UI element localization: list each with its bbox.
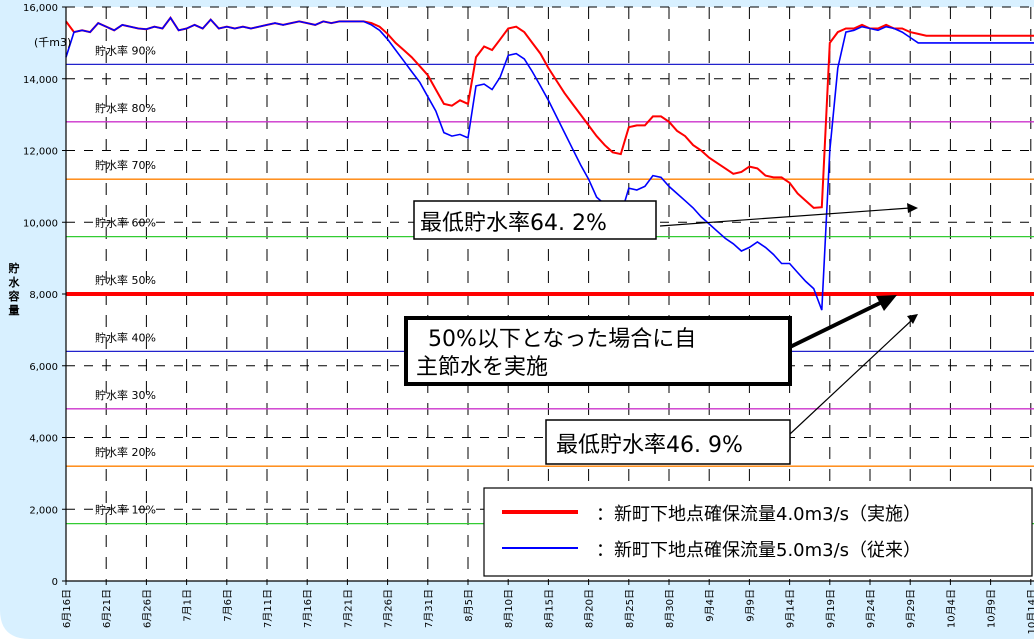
x-tick-label: 9月24日 bbox=[865, 589, 877, 628]
y-axis-label-char: 量 bbox=[9, 304, 20, 317]
x-tick-label: 9月19日 bbox=[825, 589, 837, 628]
x-tick-label: 8月15日 bbox=[543, 589, 555, 628]
y-tick-label: 0 bbox=[52, 577, 58, 588]
y-axis-label-char: 貯 bbox=[9, 261, 20, 275]
y-tick-label: 8,000 bbox=[29, 290, 58, 301]
reference-line-label: 貯水率 90% bbox=[95, 43, 156, 57]
y-tick-label: 16,000 bbox=[23, 3, 58, 14]
reference-line-label: 貯水率 10% bbox=[95, 503, 156, 517]
legend-box bbox=[483, 487, 1033, 577]
y-tick-label: 6,000 bbox=[29, 362, 58, 373]
series-layer bbox=[65, 16, 1034, 311]
annotation-voluntary-saving-line1: 50%以下となった場合に自 bbox=[428, 327, 696, 352]
x-tick-label: 7月26日 bbox=[383, 589, 395, 628]
annotation-voluntary-saving-line2: 主節水を実施 bbox=[416, 355, 548, 380]
x-tick-label: 10月9日 bbox=[986, 589, 998, 628]
x-tick-label: 8月20日 bbox=[584, 589, 596, 628]
reference-line-label: 貯水率 70% bbox=[95, 158, 156, 172]
annotation-min-implemented: 最低貯水率64. 2% bbox=[420, 211, 607, 236]
x-tick-label: 9月14日 bbox=[785, 589, 797, 628]
x-tick-label: 7月21日 bbox=[342, 589, 354, 628]
reference-line-label: 貯水率 50% bbox=[95, 273, 156, 287]
reference-line-label: 貯水率 60% bbox=[95, 216, 156, 230]
x-tick-label: 10月14日 bbox=[1026, 589, 1034, 634]
arrow-voluntary-saving-head bbox=[876, 295, 897, 311]
x-tick-label: 7月31日 bbox=[423, 589, 435, 628]
y-axis-label-char: 水 bbox=[9, 275, 21, 289]
y-tick-label: 4,000 bbox=[29, 434, 58, 445]
reference-line-label: 貯水率 30% bbox=[95, 388, 156, 402]
annotation-box-min-implemented bbox=[413, 200, 657, 240]
x-tick-label: 9月29日 bbox=[905, 589, 917, 628]
x-tick-label: 6月21日 bbox=[101, 589, 113, 628]
annotation-voluntary-saving: 50%以下となった場合に自 主節水を実施 bbox=[416, 327, 703, 380]
x-tick-label: 8月10日 bbox=[503, 589, 515, 628]
x-tick-label: 7月6日 bbox=[222, 589, 234, 622]
reference-line-label: 貯水率 20% bbox=[95, 445, 156, 459]
axis-layer: 0 2,000 4,000 6,000 8,000 10,000 12,000 14,000 1… bbox=[23, 3, 1034, 634]
arrow-min-conventional bbox=[774, 319, 913, 449]
x-tick-label: 8月30日 bbox=[664, 589, 676, 628]
y-tick-label: 10,000 bbox=[23, 218, 58, 229]
annotation-min-conventional: 最低貯水率46. 9% bbox=[556, 433, 743, 458]
annotation-box-min-conventional bbox=[545, 419, 791, 465]
arrow-voluntary-saving bbox=[789, 301, 881, 349]
x-tick-label: 7月1日 bbox=[182, 589, 194, 622]
annotation-layer: 最低貯水率64. 2% 50%以下となった場合に自 主節水を実施 最低貯水率46… bbox=[404, 200, 918, 465]
x-tick-label: 10月4日 bbox=[945, 589, 957, 628]
legend-label-implemented: ：新町下地点確保流量4.0m3/s（実施） bbox=[596, 504, 921, 525]
y-tick-label: 12,000 bbox=[23, 147, 58, 158]
x-tick-label: 8月25日 bbox=[624, 589, 636, 628]
x-tick-label: 6月26日 bbox=[141, 589, 153, 628]
reference-line-label: 貯水率 80% bbox=[95, 101, 156, 115]
arrow-min-implemented-head bbox=[907, 203, 918, 213]
arrow-min-implemented bbox=[659, 207, 911, 227]
x-tick-label: 9月9日 bbox=[744, 589, 756, 622]
y-axis-label-char: 容 bbox=[8, 289, 20, 303]
x-tick-label: 7月16日 bbox=[302, 589, 314, 628]
reference-lines-layer: 貯水率 10% 貯水率 20% 貯水率 30% 貯水率 40% 貯水率 50% 貯水率 6… bbox=[66, 43, 1034, 525]
y-tick-label: 14,000 bbox=[23, 75, 58, 86]
reference-line-label: 貯水率 40% bbox=[95, 330, 156, 344]
annotation-box-voluntary-saving bbox=[404, 316, 792, 386]
legend-label-conventional: ：新町下地点確保流量5.0m3/s（従来） bbox=[596, 540, 921, 561]
unit-label: (千m3) bbox=[34, 36, 71, 49]
legend: ：新町下地点確保流量4.0m3/s（実施） ：新町下地点確保流量5.0m3/s（… bbox=[483, 487, 1033, 577]
y-tick-label: 2,000 bbox=[29, 505, 58, 516]
series-line-conventional bbox=[65, 16, 1034, 311]
x-tick-label: 6月16日 bbox=[61, 589, 73, 628]
arrow-min-conventional-head bbox=[907, 314, 918, 324]
x-tick-label: 8月5日 bbox=[463, 589, 475, 622]
x-tick-label: 7月11日 bbox=[262, 589, 274, 628]
x-tick-label: 9月4日 bbox=[704, 589, 716, 622]
